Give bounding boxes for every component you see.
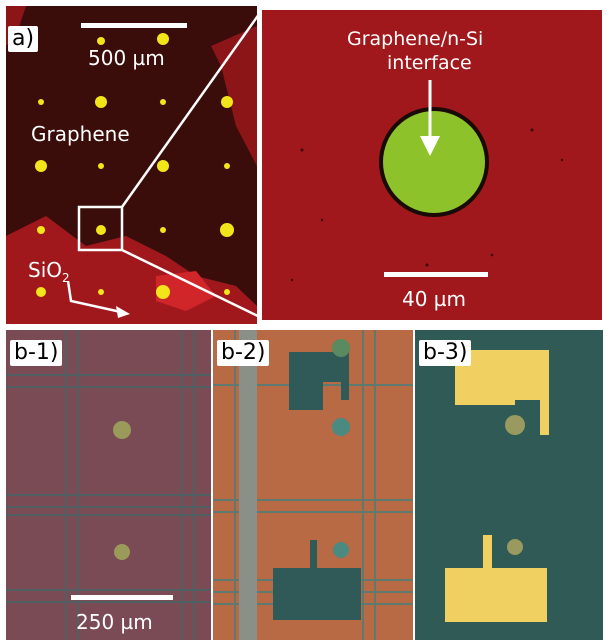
panel-zoom-scalebar <box>384 272 488 277</box>
panel-b2: b-2) <box>213 330 413 640</box>
panel-b3-top-pad <box>455 350 549 435</box>
panel-b2-vertical-band <box>239 330 257 640</box>
sio2-label: SiO2 <box>28 258 70 285</box>
surface-specks <box>290 128 564 282</box>
panel-b1-scalebar <box>71 595 173 600</box>
panel-b2-top-pad <box>289 352 349 410</box>
panel-b2-dot-top <box>332 339 350 357</box>
panel-b3-image <box>445 350 549 622</box>
panel-b3-label: b-3) <box>419 340 472 366</box>
panel-b2-label: b-2) <box>217 340 270 366</box>
panel-b1-dot-upper <box>113 421 131 439</box>
panel-zoom-image <box>290 80 564 282</box>
panel-b1-image <box>6 330 211 640</box>
panel-b1-grid-lines <box>6 330 211 640</box>
panel-b2-image <box>213 330 413 640</box>
panel-b1-dot-lower <box>114 544 130 560</box>
graphene-label: Graphene <box>31 122 130 146</box>
panel-b3-dot-lower <box>507 539 523 555</box>
panel-b2-bottom-pad <box>273 540 361 620</box>
sio2-label-main: SiO <box>28 258 62 282</box>
interface-arrow-head <box>420 136 440 156</box>
panel-a-scalebar <box>81 23 187 28</box>
panel-b1: b-1) 250 µm <box>6 330 211 640</box>
panel-b2-dot-lower <box>333 542 349 558</box>
sio2-arrow-line <box>66 280 122 314</box>
zoom-selection-box <box>77 205 124 252</box>
panel-zoom: Graphene/n-Si interface 40 µm <box>262 10 602 320</box>
panel-b1-scale-label: 250 µm <box>76 610 153 634</box>
graphene-interface-disk <box>383 111 485 213</box>
sio2-region-top-right <box>211 26 257 166</box>
panel-a: a) 500 µm Graphene SiO2 <box>6 6 257 324</box>
interface-label-line1: Graphene/n-Si <box>347 28 484 50</box>
panel-zoom-scale-label: 40 µm <box>402 287 467 311</box>
sio2-label-subscript: 2 <box>62 271 70 285</box>
panel-b3-bottom-pad <box>445 535 547 622</box>
panel-b1-label: b-1) <box>10 340 63 366</box>
interface-label-line2: interface <box>387 52 472 74</box>
panel-b3-dot-upper <box>505 415 525 435</box>
panel-b2-dot-upper <box>332 418 350 436</box>
panel-a-label: a) <box>8 26 39 52</box>
panel-b3: b-3) <box>415 330 603 640</box>
panel-a-scale-label: 500 µm <box>88 46 165 70</box>
